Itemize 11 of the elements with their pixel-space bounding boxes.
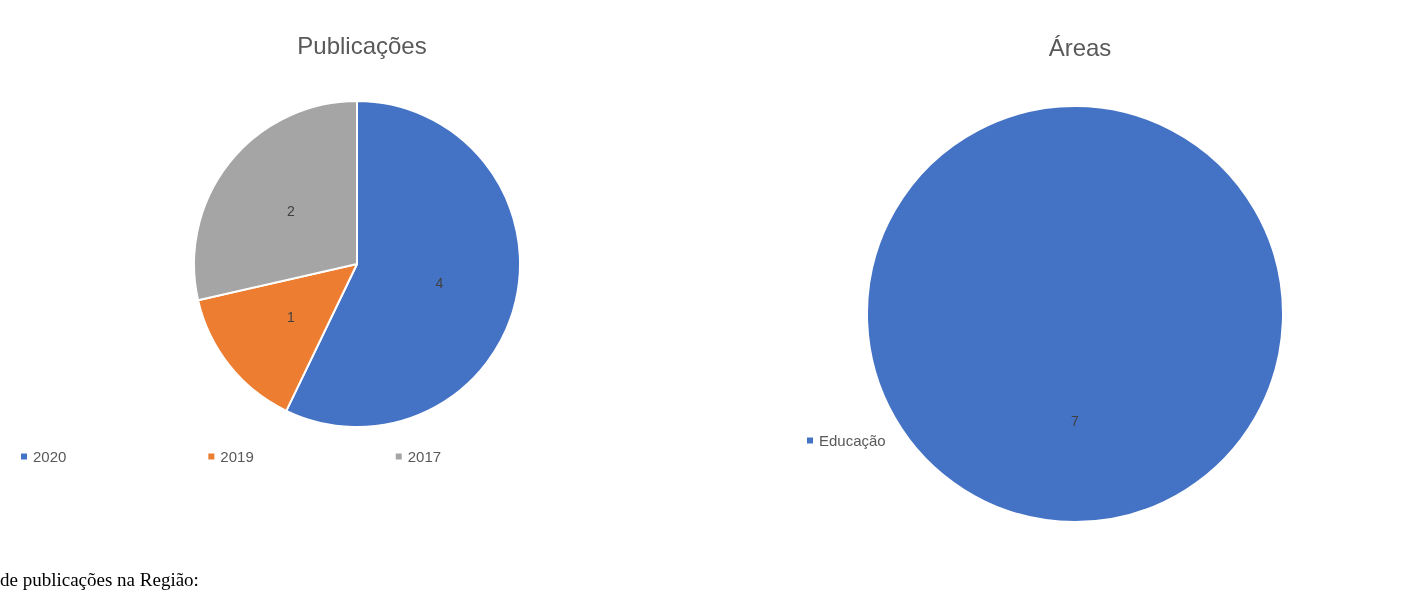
legend-label: Educação bbox=[819, 432, 886, 449]
chart-title: Áreas bbox=[1048, 33, 1112, 61]
data-label: 2 bbox=[287, 203, 296, 220]
text: de publicações na Região: bbox=[0, 569, 199, 590]
legend-label: 2017 bbox=[407, 448, 442, 465]
data-label: 7 bbox=[1071, 413, 1080, 429]
chart-title: Publicações bbox=[297, 31, 427, 59]
legend-label: 2020 bbox=[33, 448, 67, 465]
data-label: 1 bbox=[287, 308, 296, 325]
data-label: 4 bbox=[435, 274, 444, 291]
legend-label: 2019 bbox=[220, 448, 254, 465]
